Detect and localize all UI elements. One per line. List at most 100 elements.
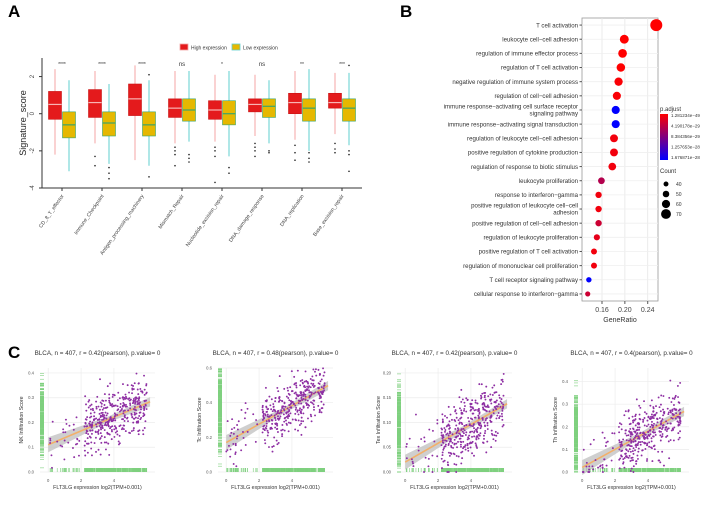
y-tick-label: 0.3 [28,395,34,400]
data-point [90,432,93,435]
data-point [322,403,325,406]
data-point [63,458,66,461]
data-point [475,430,478,433]
data-point [673,407,676,410]
term-dot [611,105,620,115]
outlier-point [94,155,96,158]
data-point [315,374,318,377]
data-point [280,429,283,432]
data-point [405,443,408,445]
x-tick-label: Antigen_processing_machinery [99,193,146,256]
data-point [485,410,488,413]
term-label: positive regulation of cytokine producti… [468,150,578,157]
outlier-point [214,150,216,152]
data-point [314,414,316,417]
term-dot [598,177,605,185]
data-point [145,391,148,394]
data-point [414,413,417,416]
data-point [446,461,449,464]
data-point [417,445,420,448]
data-point [91,429,94,432]
data-point [501,418,504,421]
data-point [417,449,420,452]
data-point [474,401,477,404]
data-point [405,445,408,448]
data-point [102,415,105,418]
data-point [481,392,484,395]
data-point [103,441,106,444]
data-point [462,427,465,430]
data-point [468,434,471,437]
data-point [441,439,444,442]
data-point [285,411,288,414]
data-point [95,423,98,426]
data-point [62,431,65,434]
data-point [136,388,139,391]
data-point [112,419,115,422]
data-point [114,426,117,429]
data-point [664,428,667,431]
data-point [455,424,458,427]
outlier-point [228,172,230,174]
data-point [447,471,450,473]
data-point [100,421,103,424]
data-point [95,425,98,428]
data-point [143,407,146,410]
data-point [244,411,247,414]
data-point [412,465,415,468]
correlation-scatter-charts: 0.0 0.1 0.2 0.3 0.4 0 2 4 BLCA, n = 407, r = 0.4… [19,350,693,491]
data-point [498,417,501,419]
data-point [234,444,237,447]
data-point [230,431,233,434]
data-point [117,440,120,443]
data-point [322,374,325,377]
data-point [144,420,147,423]
data-point [306,380,309,383]
box-high [48,91,62,120]
data-point [477,416,480,419]
data-point [636,428,639,431]
data-point [119,402,122,405]
data-point [279,399,281,402]
data-point [464,448,467,451]
data-point [101,418,104,421]
term-label: leukocyte proliferation [519,178,578,185]
data-point [65,422,68,425]
data-point [145,399,147,402]
data-point [470,424,473,427]
y-tick-label: 0.1 [28,445,34,450]
data-point [599,464,602,467]
term-label: positive regulation of cell−cell adhesio… [472,220,578,227]
term-label: T cell activation [536,22,578,29]
data-point [113,412,116,415]
x-tick-label: Nucleotide_excision_repair [185,193,226,248]
data-point [461,435,464,437]
data-point [454,428,457,430]
data-point [618,425,620,428]
outlier-point [254,142,256,145]
data-point [457,434,460,437]
data-point [639,406,642,409]
data-point [473,431,475,434]
y-tick-label: 0.0 [28,470,34,475]
data-point [300,408,303,411]
data-point [446,416,448,419]
data-point [131,388,134,391]
data-point [447,434,450,437]
data-point [117,391,120,394]
data-point [495,434,498,437]
data-point [95,417,98,420]
data-point [99,437,102,439]
data-point [423,440,426,443]
data-point [588,465,591,468]
data-point [130,384,133,387]
data-point [141,391,144,394]
data-point [601,431,604,434]
data-point [313,406,315,409]
y-tick-label: 0.3 [562,402,568,407]
data-point [287,389,289,392]
data-point [93,418,96,421]
data-point [300,396,303,399]
data-point [302,420,305,423]
data-point [233,426,236,429]
